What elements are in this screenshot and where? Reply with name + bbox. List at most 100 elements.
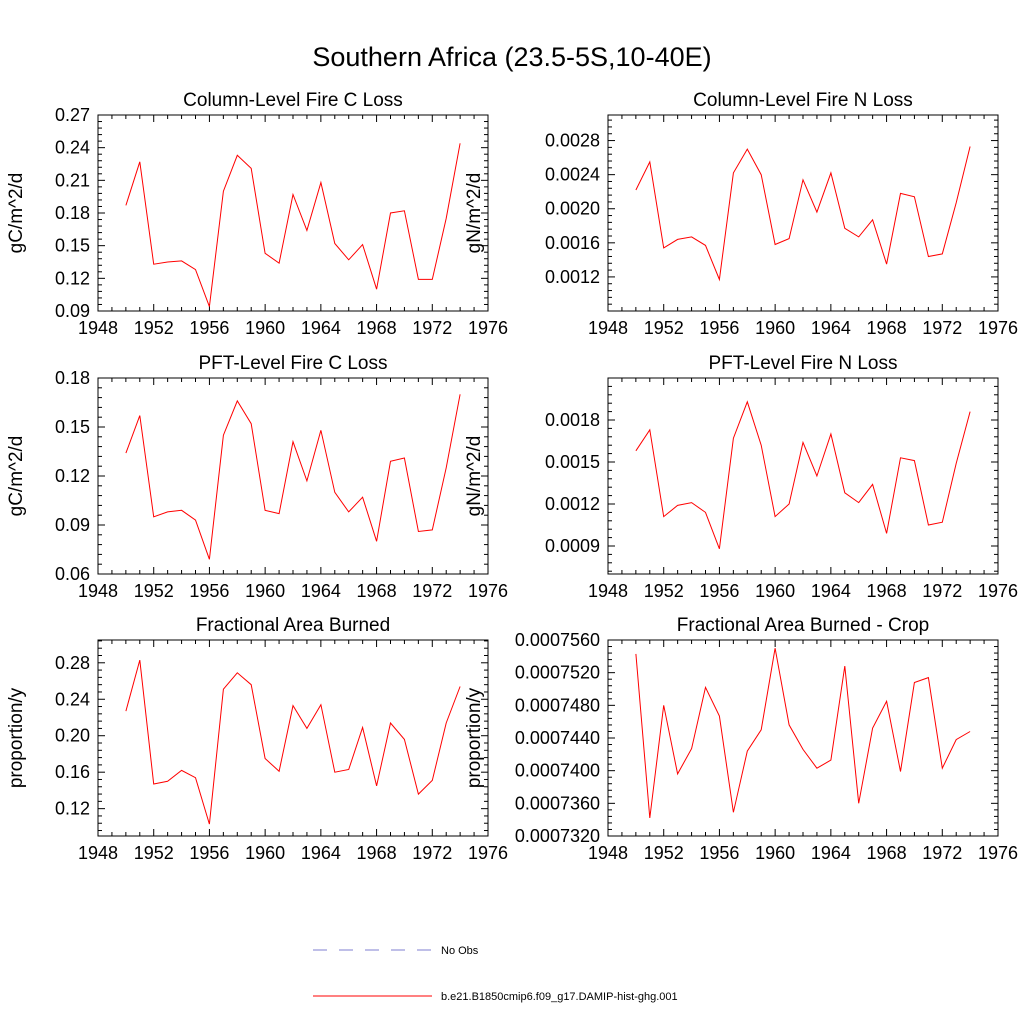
- y-axis-label: gC/m^2/d: [6, 173, 27, 254]
- y-tick-label: 0.0007400: [515, 761, 600, 781]
- x-tick-label: 1968: [357, 318, 397, 338]
- legend: No Obs b.e21.B1850cmip6.f09_g17.DAMIP-hi…: [313, 945, 678, 1003]
- plot-frame: [97, 639, 489, 837]
- y-tick-label: 0.24: [55, 138, 90, 158]
- x-tick-label: 1956: [699, 843, 739, 863]
- x-tick-label: 1952: [644, 318, 684, 338]
- panel-4: 1948 1952 1956 1960 1964 1968 1972 1976 0.0009 0.…: [464, 353, 1018, 601]
- panel-title: Column-Level Fire C Loss: [183, 90, 403, 111]
- x-tick-label: 1956: [699, 318, 739, 338]
- y-tick-label: 0.06: [55, 564, 90, 584]
- x-tick-label: 1952: [134, 318, 174, 338]
- x-tick-label: 1968: [867, 581, 907, 601]
- x-tick-label: 1960: [755, 318, 795, 338]
- panel-title: Fractional Area Burned: [196, 615, 390, 636]
- y-tick-label: 0.0007560: [515, 630, 600, 650]
- x-tick-label: 1972: [922, 843, 962, 863]
- series-line: [635, 648, 971, 819]
- x-tick-label: 1968: [867, 318, 907, 338]
- y-tick-label: 0.12: [55, 466, 90, 486]
- y-tick-label: 0.0007320: [515, 826, 600, 846]
- y-tick-label: 0.09: [55, 301, 90, 321]
- y-axis-label: gC/m^2/d: [6, 436, 27, 517]
- x-tick-label: 1972: [412, 843, 452, 863]
- plot-frame: [97, 377, 489, 575]
- series-line: [125, 659, 461, 825]
- x-tick-label: 1976: [468, 843, 508, 863]
- x-tick-label: 1976: [978, 581, 1018, 601]
- x-tick-label: 1976: [978, 318, 1018, 338]
- y-axis-label: proportion/y: [464, 687, 485, 788]
- x-tick-label: 1956: [189, 581, 229, 601]
- x-tick-label: 1952: [644, 581, 684, 601]
- plot-frame: [607, 114, 999, 312]
- x-tick-label: 1952: [134, 843, 174, 863]
- x-tick-label: 1964: [811, 581, 851, 601]
- y-tick-label: 0.15: [55, 236, 90, 256]
- y-tick-label: 0.20: [55, 726, 90, 746]
- y-tick-label: 0.0007360: [515, 793, 600, 813]
- x-tick-label: 1952: [644, 843, 684, 863]
- y-tick-label: 0.18: [55, 203, 90, 223]
- y-axis-label: gN/m^2/d: [464, 436, 485, 517]
- x-tick-label: 1968: [867, 843, 907, 863]
- panel-title: Column-Level Fire N Loss: [693, 90, 913, 111]
- figure-title: Southern Africa (23.5-5S,10-40E): [312, 42, 711, 72]
- legend-model-label: b.e21.B1850cmip6.f09_g17.DAMIP-hist-ghg.…: [441, 991, 678, 1003]
- y-tick-label: 0.0012: [545, 267, 600, 287]
- x-tick-label: 1960: [755, 843, 795, 863]
- y-tick-label: 0.24: [55, 689, 90, 709]
- panel-title: PFT-Level Fire C Loss: [199, 353, 388, 374]
- legend-no-obs-label: No Obs: [441, 945, 479, 957]
- x-tick-label: 1972: [412, 318, 452, 338]
- y-tick-label: 0.0007440: [515, 728, 600, 748]
- y-tick-label: 0.0018: [545, 410, 600, 430]
- x-tick-label: 1976: [978, 843, 1018, 863]
- y-tick-label: 0.12: [55, 799, 90, 819]
- y-tick-label: 0.0007520: [515, 663, 600, 683]
- y-tick-label: 0.0016: [545, 233, 600, 253]
- x-tick-label: 1964: [811, 843, 851, 863]
- panel-6: 1948 1952 1956 1960 1964 1968 1972 1976 0.000732…: [464, 615, 1018, 863]
- y-tick-label: 0.27: [55, 105, 90, 125]
- x-tick-label: 1964: [301, 318, 341, 338]
- x-tick-label: 1956: [189, 843, 229, 863]
- x-tick-label: 1964: [301, 581, 341, 601]
- plot-frame: [607, 639, 999, 837]
- series-line: [635, 400, 971, 549]
- x-tick-label: 1960: [245, 318, 285, 338]
- x-tick-label: 1972: [922, 581, 962, 601]
- y-axis-label: proportion/y: [6, 687, 27, 788]
- y-tick-label: 0.0028: [545, 131, 600, 151]
- y-tick-label: 0.18: [55, 368, 90, 388]
- panel-title: PFT-Level Fire N Loss: [709, 353, 898, 374]
- x-tick-label: 1968: [357, 843, 397, 863]
- y-tick-label: 0.28: [55, 653, 90, 673]
- series-line: [635, 146, 971, 282]
- x-tick-label: 1976: [468, 581, 508, 601]
- x-tick-label: 1948: [588, 581, 628, 601]
- x-tick-label: 1972: [922, 318, 962, 338]
- x-tick-label: 1948: [588, 318, 628, 338]
- panel-1: 1948 1952 1956 1960 1964 1968 1972 1976 0.09 0.12…: [6, 90, 508, 338]
- panel-title: Fractional Area Burned - Crop: [677, 615, 929, 636]
- series-line: [125, 394, 461, 560]
- y-tick-label: 0.0007480: [515, 695, 600, 715]
- plot-frame: [97, 114, 489, 312]
- y-tick-label: 0.0012: [545, 494, 600, 514]
- panels-group: 1948 1952 1956 1960 1964 1968 1972 1976 0.09 0.12…: [6, 90, 1018, 863]
- x-tick-label: 1968: [357, 581, 397, 601]
- panel-2: 1948 1952 1956 1960 1964 1968 1972 1976 0.0012 0.…: [464, 90, 1018, 338]
- plot-frame: [607, 377, 999, 575]
- x-tick-label: 1972: [412, 581, 452, 601]
- series-line: [125, 143, 461, 307]
- y-tick-label: 0.0020: [545, 199, 600, 219]
- y-axis-label: gN/m^2/d: [464, 173, 485, 254]
- x-tick-label: 1956: [189, 318, 229, 338]
- x-tick-label: 1976: [468, 318, 508, 338]
- y-tick-label: 0.15: [55, 417, 90, 437]
- y-tick-label: 0.12: [55, 268, 90, 288]
- x-tick-label: 1948: [78, 843, 118, 863]
- x-tick-label: 1960: [755, 581, 795, 601]
